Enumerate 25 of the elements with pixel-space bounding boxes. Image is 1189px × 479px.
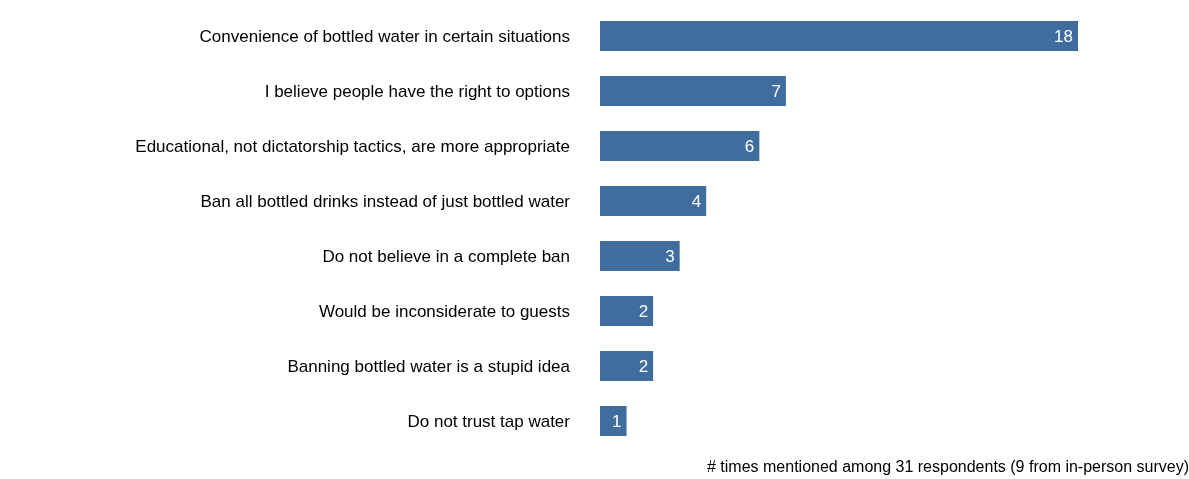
y-tick-label: I believe people have the right to options (264, 81, 570, 101)
bar (600, 296, 654, 326)
y-tick-label: Do not believe in a complete ban (322, 246, 570, 266)
data-label: 2 (638, 302, 649, 322)
data-label: 1 (612, 412, 622, 432)
bar (600, 406, 627, 436)
bar (600, 351, 654, 381)
y-tick-label: Educational, not dictatorship tactics, are more appropriate (135, 136, 570, 156)
bar (600, 186, 707, 216)
bar (600, 241, 680, 271)
y-tick-label: Would be inconsiderate to guests (318, 301, 570, 321)
bar (600, 76, 786, 106)
y-tick-label: Do not trust tap water (407, 411, 571, 431)
data-label: 7 (771, 82, 781, 102)
data-label: 4 (691, 192, 702, 212)
data-label: 18 (1054, 27, 1073, 47)
y-tick-label: Ban all bottled drinks instead of just bottled water (200, 191, 571, 211)
data-label: 2 (638, 357, 649, 377)
data-label: 6 (744, 137, 755, 157)
data-label: 3 (665, 247, 675, 267)
x-axis-title: # times mentioned among 31 respondents (9 from in-person survey) (706, 458, 1189, 476)
y-tick-label: Convenience of bottled water in certain situations (199, 26, 570, 46)
bar (600, 131, 760, 161)
bar (600, 21, 1078, 51)
y-tick-label: Banning bottled water is a stupid idea (287, 356, 571, 376)
